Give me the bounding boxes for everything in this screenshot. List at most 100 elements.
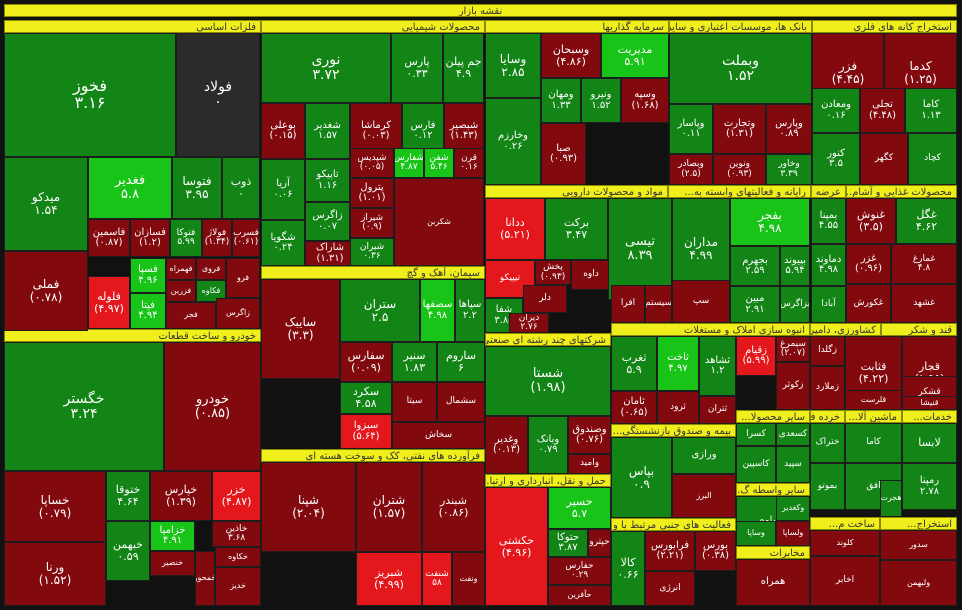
stock-tile[interactable]: نوری ۳.۷۲ [261,33,391,103]
stock-tile[interactable]: قنیشا [902,396,957,410]
stock-tile[interactable]: ذوب ۰ [222,157,260,219]
sector-header[interactable]: سیمان، آهک و گچ [261,266,485,279]
stock-tile[interactable]: کچاد [908,133,957,185]
stock-tile[interactable]: جم پیلن ۴.۹ [443,33,484,103]
stock-tile[interactable]: ثاخت ۴.۹۷ [657,336,699,391]
stock-tile[interactable]: فتوسا ۳.۹۵ [172,157,222,219]
stock-tile[interactable]: بمپنا ۴.۵۵ [811,198,846,244]
sector-header[interactable]: رایانه و فعالیتهای وابسته به... [668,185,811,198]
stock-tile[interactable]: فیتا ۴.۹۴ [130,293,166,329]
stock-tile[interactable]: ورنا (۱.۵۲) [4,542,106,606]
stock-tile[interactable]: وبصادر (۲.۵) [669,154,713,185]
stock-tile[interactable]: ساروم ۶ [437,342,485,382]
stock-tile[interactable]: وبانک ۰.۷۹ [528,416,568,474]
stock-tile[interactable]: کاسپین [736,446,776,483]
stock-tile[interactable]: دماوند ۴.۹۸ [811,244,846,286]
stock-tile[interactable]: تیپیکو [485,260,535,298]
stock-tile[interactable]: شغدیر ۱.۵۷ [305,103,350,159]
stock-tile[interactable]: دیران ۲.۷۶ [509,313,549,333]
stock-tile[interactable]: آریا ۰.۰۶ [261,159,305,220]
stock-tile[interactable]: شپدیس (۰.۰۵) [350,148,394,178]
stock-tile[interactable]: بزاگرس [780,286,810,323]
sector-header[interactable]: خرده فرو... [810,410,845,423]
stock-tile[interactable]: سیمرغ (۲.۰۷) [776,336,810,362]
stock-tile[interactable]: غگل ۴.۶۲ [896,198,957,244]
sector-header[interactable]: خودرو و ساخت قطعات [4,329,261,342]
stock-tile[interactable]: فتوکا ۵.۹۹ [170,219,202,257]
stock-tile[interactable]: فجر [166,302,216,329]
stock-tile[interactable]: ولساپا [776,521,810,546]
sector-header[interactable]: مواد و محصولات دارویی [485,185,668,198]
stock-tile[interactable]: برکت ۳.۴۷ [545,198,608,260]
stock-tile[interactable]: فکاوه [196,280,226,302]
stock-tile[interactable]: ختوقا ۴.۶۴ [106,471,150,521]
stock-tile[interactable]: وسبحان (۴.۸۶) [541,33,601,78]
stock-tile[interactable]: تاپیکو ۱.۱۶ [305,159,350,202]
stock-tile[interactable]: وتجارت (۱.۳۱) [713,104,766,154]
sector-header[interactable]: سایر واسطه گ... [736,483,810,496]
stock-tile[interactable]: خدیز [215,567,261,606]
stock-tile[interactable]: وساپا [736,521,776,546]
stock-tile[interactable]: ومهان ۱.۳۳ [541,78,581,123]
stock-tile[interactable]: شبندر (۰.۸۶) [422,462,485,552]
stock-tile[interactable]: کاما ۱.۱۳ [905,88,957,133]
sector-header[interactable]: سرمایه گذاریها [485,20,669,33]
stock-tile[interactable]: سایبک (۳.۳) [261,279,340,379]
stock-tile[interactable]: هجرت [880,480,902,517]
stock-tile[interactable]: ونیرو ۱.۵۲ [581,78,621,123]
stock-tile[interactable]: فخوز ۳.۱۶ [4,33,176,157]
sector-header[interactable]: انبوه سازی املاک و مستغلات [611,323,810,336]
stock-tile[interactable]: وکغدیر [776,496,810,521]
stock-tile[interactable]: قرن ۰.۱۶ [454,148,484,178]
stock-tile[interactable]: سنیر ۱.۸۳ [392,342,437,382]
stock-tile[interactable]: داوه [571,260,611,290]
stock-tile[interactable]: فاسمین (۰.۸۷) [88,219,130,257]
stock-tile[interactable]: دلر [523,285,567,313]
stock-tile[interactable]: وغدیر (۰.۱۳) [485,416,528,474]
sector-header[interactable]: قند و شکر [881,323,957,336]
stock-tile[interactable]: فزرین [166,280,196,302]
stock-tile[interactable]: البرز [672,474,736,518]
stock-tile[interactable]: بوعلی (۰.۱۵) [261,103,305,159]
stock-tile[interactable]: اخابر [810,556,880,606]
stock-tile[interactable]: فهمراه [166,258,196,280]
stock-tile[interactable]: فرابورس (۲.۲۱) [645,531,695,571]
stock-tile[interactable]: ثغرب ۵.۹ [611,336,657,391]
stock-tile[interactable]: شکربن [394,178,484,266]
stock-tile[interactable]: ونوین (۰.۹۳) [713,154,766,185]
stock-tile[interactable]: کگهر [860,133,908,185]
sector-header[interactable]: سایر محصولا... [736,410,810,423]
stock-tile[interactable]: ومعادن ۰.۱۶ [812,88,860,133]
stock-tile[interactable]: غمارغ ۴.۸ [891,244,957,284]
sector-header[interactable]: بانک ها، موسسات اعتباری و سایر... [669,20,812,33]
stock-tile[interactable]: کسعدی [776,423,810,446]
stock-tile[interactable]: وبملت ۱.۵۲ [669,33,812,104]
stock-tile[interactable]: غشهد [891,284,957,323]
stock-tile[interactable]: شنفت ۵۸ [422,552,452,606]
stock-tile[interactable]: فرو [226,258,260,298]
stock-tile[interactable]: شپنا (۲.۰۴) [261,462,356,552]
stock-tile[interactable]: غکورش [846,284,891,323]
stock-tile[interactable]: خزامیا ۴.۹۱ [150,521,195,551]
stock-tile[interactable]: غزر (۰.۹۶) [846,244,891,284]
stock-tile[interactable]: سبزوا (۵.۶۴) [340,414,392,449]
sector-header[interactable]: فرآورده های نفتی، کک و سوخت هسته ای [261,449,485,462]
stock-tile[interactable]: بپاس ۰.۹ [611,437,672,518]
stock-tile[interactable]: همراه [736,559,810,606]
stock-tile[interactable]: وپاسار ۰.۱۱ [669,104,713,154]
sector-header[interactable]: شرکتهای چند رشته ای صنعتی [485,333,611,346]
stock-tile[interactable]: خودرو (۰.۸۵) [164,342,261,471]
stock-tile[interactable]: فملی (۰.۷۸) [4,251,88,331]
stock-tile[interactable]: قلرست [845,390,902,410]
stock-tile[interactable]: فسازان (۱.۲) [130,219,170,257]
stock-tile[interactable]: پترول (۱.۰۱) [350,178,394,208]
stock-tile[interactable]: خزر (۴.۸۷) [212,471,261,521]
stock-tile[interactable]: خگستر ۳.۲۴ [4,342,164,471]
stock-tile[interactable]: سپاها ۲.۲ [455,279,485,342]
stock-tile[interactable]: فلوله (۴.۹۷) [88,276,130,329]
stock-tile[interactable]: شفارس ۴.۸۷ [394,148,424,178]
stock-tile[interactable]: خمحور [195,551,215,606]
stock-tile[interactable]: خکاوه [215,547,261,567]
stock-tile[interactable]: ثرود [657,391,699,424]
stock-tile[interactable]: بجهرم ۲.۵۹ [730,246,780,286]
